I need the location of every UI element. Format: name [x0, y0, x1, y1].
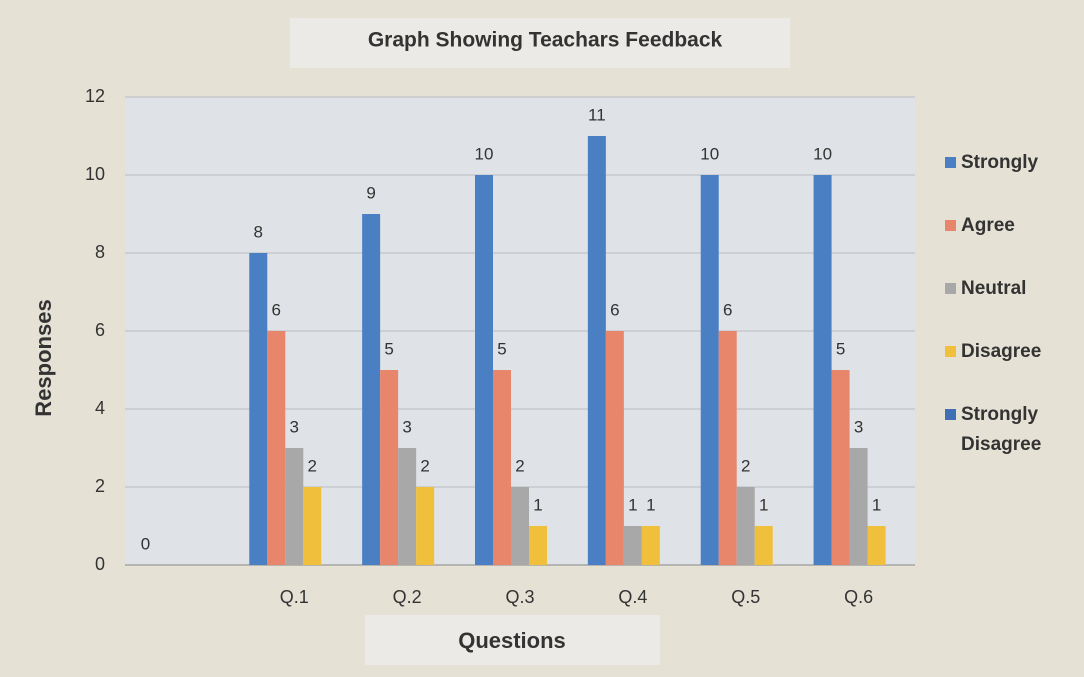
data-label: 5 [836, 339, 845, 358]
legend-label: Disagree [961, 341, 1042, 362]
x-tick-label: Q.6 [844, 587, 873, 607]
legend-item: Disagree [945, 337, 1065, 367]
bar [700, 175, 719, 565]
bar [303, 487, 322, 565]
bar [623, 526, 642, 565]
data-label: 6 [272, 300, 281, 319]
y-tick-label: 2 [95, 476, 105, 496]
bar [736, 487, 755, 565]
bar [380, 370, 399, 565]
chart-title: Graph Showing Teachars Feedback [368, 29, 723, 52]
legend-swatch [945, 220, 956, 231]
bar [718, 331, 737, 565]
x-tick-label: Q.4 [618, 587, 647, 607]
data-label: 2 [420, 456, 429, 475]
legend-item: Strongly [945, 148, 1065, 178]
bar [398, 448, 417, 565]
x-label-box [365, 615, 660, 665]
data-label: 2 [308, 456, 317, 475]
legend-swatch [945, 346, 956, 357]
legend: Strongly Agree Neutral Disagree Strongly Dis… [945, 148, 1065, 493]
y-tick-label: 8 [95, 242, 105, 262]
bar [511, 487, 529, 565]
data-label: 3 [402, 417, 411, 436]
bar [867, 526, 886, 565]
data-label: 1 [533, 495, 542, 514]
bar [529, 526, 547, 565]
bar [831, 370, 850, 565]
bar [754, 526, 773, 565]
legend-label: Neutral [961, 278, 1027, 299]
legend-item: Agree [945, 211, 1065, 241]
y-tick-label: 0 [95, 554, 105, 574]
data-label: 8 [254, 222, 263, 241]
bar [587, 136, 606, 565]
data-label: 10 [475, 144, 494, 163]
data-label: 2 [741, 456, 750, 475]
data-label: 10 [700, 144, 719, 163]
legend-label: Strongly Disagree [961, 404, 1042, 455]
legend-item: Strongly Disagree [945, 400, 1065, 460]
bar [249, 253, 268, 565]
data-label: 1 [759, 495, 768, 514]
legend-label: Agree [961, 215, 1015, 236]
x-tick-label: Q.1 [280, 587, 309, 607]
x-axis-label: Questions [458, 628, 566, 653]
bar [849, 448, 868, 565]
data-label: 1 [646, 495, 655, 514]
data-label: 2 [515, 456, 524, 475]
legend-swatch [945, 283, 956, 294]
data-label: 1 [872, 495, 881, 514]
bar [267, 331, 286, 565]
legend-item: Neutral [945, 274, 1065, 304]
legend-swatch [945, 409, 956, 420]
bar [362, 214, 381, 565]
legend-swatch [945, 157, 956, 168]
bar [416, 487, 435, 565]
bar [641, 526, 660, 565]
data-label: 10 [813, 144, 832, 163]
data-label: 11 [588, 105, 606, 124]
x-tick-label: Q.3 [505, 587, 534, 607]
data-label: 6 [723, 300, 732, 319]
data-label: 6 [610, 300, 619, 319]
bar [493, 370, 511, 565]
y-tick-label: 10 [85, 164, 105, 184]
x-tick-label: Q.2 [393, 587, 422, 607]
y-axis-label: Responses [31, 299, 56, 416]
bar [605, 331, 624, 565]
data-label: 1 [628, 495, 637, 514]
data-label: 5 [384, 339, 393, 358]
data-label: 3 [290, 417, 299, 436]
data-label: 5 [497, 339, 506, 358]
data-label: 9 [366, 183, 375, 202]
y-tick-label: 6 [95, 320, 105, 340]
x-tick-label: Q.5 [731, 587, 760, 607]
data-label: 3 [854, 417, 863, 436]
legend-label: Strongly [961, 152, 1039, 173]
title-box [290, 18, 790, 68]
data-label: 0 [141, 534, 150, 553]
y-tick-label: 4 [95, 398, 105, 418]
bar [285, 448, 304, 565]
bar [813, 175, 832, 565]
y-tick-label: 12 [85, 86, 105, 106]
bar [475, 175, 493, 565]
